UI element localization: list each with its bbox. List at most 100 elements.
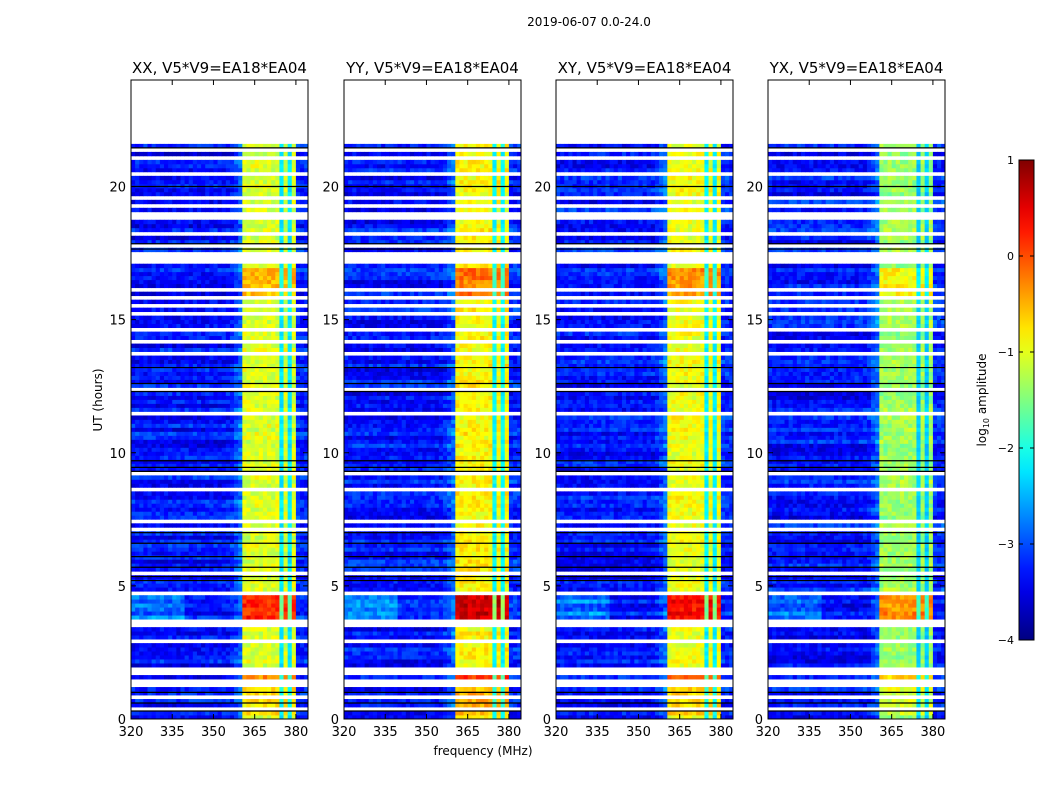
heatmap-cell [230, 236, 235, 240]
heatmap-cell [176, 491, 181, 495]
heatmap-cell [246, 368, 251, 372]
heatmap-cell [226, 531, 231, 535]
heatmap-cell [300, 368, 305, 372]
heatmap-cell [279, 360, 284, 364]
heatmap-cell [168, 180, 173, 184]
heatmap-cell [213, 635, 218, 639]
heatmap-cell [284, 447, 289, 451]
heatmap-cell [180, 579, 185, 583]
heatmap-cell [201, 499, 206, 503]
heatmap-cell [468, 691, 473, 695]
heatmap-cell [205, 248, 210, 252]
heatmap-cell [230, 523, 235, 527]
heatmap-cell [156, 687, 161, 691]
heatmap-cell [193, 180, 198, 184]
heatmap-cell [205, 655, 210, 659]
heatmap-cell [197, 643, 202, 647]
heatmap-cell [259, 651, 264, 655]
heatmap-cell [259, 535, 264, 539]
heatmap-cell [284, 607, 289, 611]
heatmap-cell [271, 439, 276, 443]
heatmap-cell [205, 200, 210, 204]
heatmap-cell [213, 435, 218, 439]
heatmap-cell [275, 176, 280, 180]
heatmap-cell [259, 284, 264, 288]
heatmap-cell [147, 579, 152, 583]
heatmap-cell [209, 503, 214, 507]
heatmap-cell [275, 396, 280, 400]
heatmap-cell [180, 180, 185, 184]
heatmap-cell [143, 691, 148, 695]
heatmap-cell [176, 551, 181, 555]
heatmap-cell [251, 435, 256, 439]
heatmap-cell [172, 567, 177, 571]
heatmap-cell [296, 603, 301, 607]
heatmap-cell [193, 160, 198, 164]
heatmap-cell [218, 551, 223, 555]
heatmap-cell [234, 495, 239, 499]
heatmap-cell [143, 372, 148, 376]
heatmap-cell [230, 443, 235, 447]
heatmap-cell [288, 535, 293, 539]
heatmap-cell [152, 427, 157, 431]
heatmap-cell [279, 344, 284, 348]
heatmap-cell [147, 451, 152, 455]
heatmap-cell [156, 635, 161, 639]
heatmap-cell [152, 499, 157, 503]
heatmap-cell [152, 515, 157, 519]
heatmap-cell [292, 503, 297, 507]
heatmap-cell [226, 443, 231, 447]
heatmap-cell [152, 655, 157, 659]
heatmap-cell [172, 316, 177, 320]
heatmap-cell [259, 647, 264, 651]
heatmap-cell [180, 332, 185, 336]
heatmap-cell [455, 687, 460, 691]
heatmap-cell [234, 316, 239, 320]
heatmap-cell [296, 419, 301, 423]
heatmap-cell [139, 595, 144, 599]
heatmap-cell [234, 687, 239, 691]
heatmap-cell [168, 659, 173, 663]
heatmap-cell [284, 192, 289, 196]
heatmap-cell [193, 236, 198, 240]
heatmap-cell [156, 555, 161, 559]
heatmap-cell [238, 308, 243, 312]
heatmap-cell [226, 675, 231, 679]
heatmap-cell [279, 559, 284, 563]
heatmap-cell [267, 188, 272, 192]
heatmap-cell [168, 400, 173, 404]
heatmap-cell [251, 192, 256, 196]
heatmap-cell [131, 376, 136, 380]
heatmap-cell [160, 372, 165, 376]
heatmap-cell [288, 348, 293, 352]
heatmap-cell [263, 168, 268, 172]
heatmap-cell [296, 499, 301, 503]
heatmap-cell [279, 607, 284, 611]
heatmap-cell [139, 515, 144, 519]
heatmap-cell [226, 459, 231, 463]
heatmap-cell [201, 316, 206, 320]
heatmap-cell [255, 248, 260, 252]
heatmap-cell [279, 276, 284, 280]
heatmap-cell [292, 407, 297, 411]
heatmap-cell [246, 200, 251, 204]
heatmap-cell [267, 248, 272, 252]
heatmap-cell [292, 228, 297, 232]
heatmap-cell [296, 320, 301, 324]
heatmap-cell [156, 431, 161, 435]
heatmap-cell [135, 224, 140, 228]
heatmap-cell [238, 208, 243, 212]
heatmap-cell [209, 332, 214, 336]
heatmap-cell [234, 356, 239, 360]
heatmap-cell [201, 200, 206, 204]
heatmap-cell [156, 475, 161, 479]
heatmap-cell [180, 611, 185, 615]
heatmap-cell [292, 300, 297, 304]
heatmap-cell [152, 627, 157, 631]
heatmap-cell [160, 228, 165, 232]
heatmap-cell [189, 687, 194, 691]
heatmap-cell [139, 276, 144, 280]
heatmap-cell [238, 635, 243, 639]
heatmap-cell [246, 435, 251, 439]
heatmap-cell [172, 176, 177, 180]
